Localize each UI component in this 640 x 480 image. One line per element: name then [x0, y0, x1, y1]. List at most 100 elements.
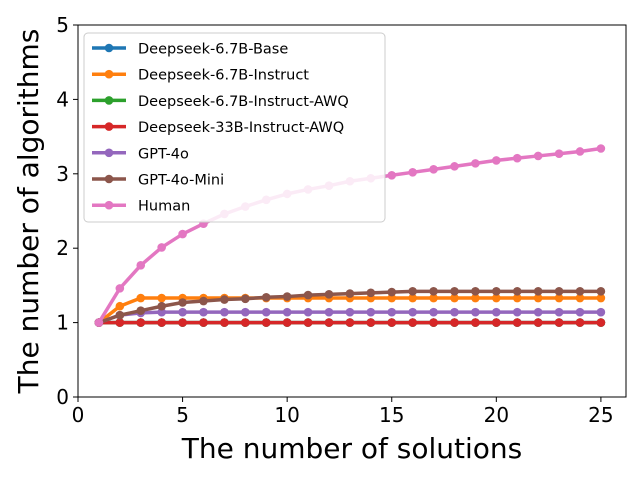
data-point — [450, 287, 459, 296]
x-tick-label: 25 — [588, 403, 613, 427]
data-point — [324, 290, 334, 299]
legend-item: GPT-4o-Mini — [92, 173, 224, 189]
data-point — [512, 287, 522, 296]
data-point — [512, 153, 522, 163]
data-point — [408, 307, 417, 317]
data-point — [554, 149, 564, 159]
data-point — [492, 307, 501, 317]
data-point — [303, 307, 313, 317]
data-point — [178, 318, 187, 327]
data-point — [575, 147, 585, 156]
data-point — [387, 307, 397, 317]
data-point — [261, 307, 271, 317]
data-point — [199, 318, 208, 327]
data-point — [366, 288, 376, 298]
legend-swatch-marker — [104, 122, 114, 131]
data-point — [220, 307, 229, 317]
data-point — [241, 294, 250, 304]
data-point — [324, 318, 334, 327]
y-tick-label: 5 — [56, 13, 69, 37]
data-point — [115, 318, 125, 327]
data-point — [324, 307, 334, 317]
data-point — [450, 307, 459, 317]
data-point — [366, 318, 376, 327]
y-tick-label: 1 — [56, 311, 69, 335]
y-tick-label: 0 — [56, 385, 69, 409]
data-point — [408, 168, 417, 177]
y-tick-label: 3 — [56, 162, 69, 186]
data-point — [533, 307, 543, 317]
legend-label: Deepseek-6.7B-Instruct-AWQ — [138, 94, 349, 110]
data-point — [387, 287, 397, 297]
data-point — [596, 287, 606, 296]
legend-label: Deepseek-6.7B-Instruct — [138, 68, 309, 84]
data-point — [387, 293, 397, 303]
data-point — [554, 318, 564, 327]
data-point — [115, 284, 125, 293]
data-point — [554, 293, 564, 303]
data-point — [178, 229, 187, 239]
legend-label: Human — [138, 199, 190, 215]
x-tick-label: 20 — [484, 403, 509, 427]
legend-item: Deepseek-33B-Instruct-AWQ — [92, 120, 344, 136]
x-tick-label: 10 — [274, 403, 299, 427]
data-point — [450, 162, 459, 171]
data-point — [408, 318, 417, 327]
data-point — [512, 318, 522, 327]
data-point — [450, 293, 459, 303]
x-tick-label: 15 — [379, 403, 404, 427]
plot-frame — [77, 24, 627, 398]
x-tick-label: 0 — [72, 403, 85, 427]
data-point — [157, 307, 166, 317]
data-point — [220, 318, 229, 327]
data-point — [533, 293, 543, 303]
data-point — [408, 293, 417, 303]
data-point — [429, 293, 438, 303]
data-point — [136, 261, 146, 270]
ticks-layer: 0 5 10 15 20 25 0 1 2 3 4 5 — [56, 13, 613, 427]
legend-label: Deepseek-33B-Instruct-AWQ — [138, 120, 344, 136]
y-tick-label: 2 — [56, 236, 69, 260]
data-point — [136, 293, 146, 303]
data-point — [282, 318, 292, 327]
legend-swatch-marker — [104, 148, 114, 158]
data-point — [471, 307, 480, 317]
legend-item: Deepseek-6.7B-Instruct — [92, 68, 309, 84]
data-point — [554, 287, 564, 296]
data-point — [387, 318, 397, 327]
data-point — [241, 318, 250, 327]
series-deepseek-33b-instruct-awq — [94, 318, 606, 327]
data-point — [450, 318, 459, 327]
data-point — [471, 159, 480, 168]
data-point — [492, 293, 501, 303]
data-point — [261, 293, 271, 302]
data-point — [261, 318, 271, 327]
data-point — [596, 144, 606, 153]
series-gpt-4o — [94, 307, 606, 327]
legend-label: GPT-4o — [138, 146, 189, 162]
legend: Deepseek-6.7B-Base Deepseek-6.7B-Instruct… — [83, 32, 386, 223]
data-point — [492, 156, 501, 165]
data-point — [345, 307, 355, 317]
data-point — [157, 318, 166, 327]
data-point — [471, 293, 480, 303]
data-point — [533, 151, 543, 161]
data-point — [94, 318, 104, 327]
data-point — [408, 287, 417, 296]
data-point — [575, 293, 585, 303]
data-point — [282, 292, 292, 301]
data-point — [471, 287, 480, 296]
legend-item: Deepseek-6.7B-Instruct-AWQ — [92, 94, 349, 110]
data-point — [136, 318, 146, 327]
data-point — [157, 293, 166, 303]
legend-swatch-marker — [104, 69, 114, 79]
data-point — [366, 307, 376, 317]
data-point — [492, 318, 501, 327]
data-point — [429, 287, 438, 296]
data-point — [512, 307, 522, 317]
legend-box — [83, 32, 386, 223]
y-tick-label: 4 — [56, 87, 69, 111]
data-point — [429, 165, 438, 174]
data-point — [303, 318, 313, 327]
